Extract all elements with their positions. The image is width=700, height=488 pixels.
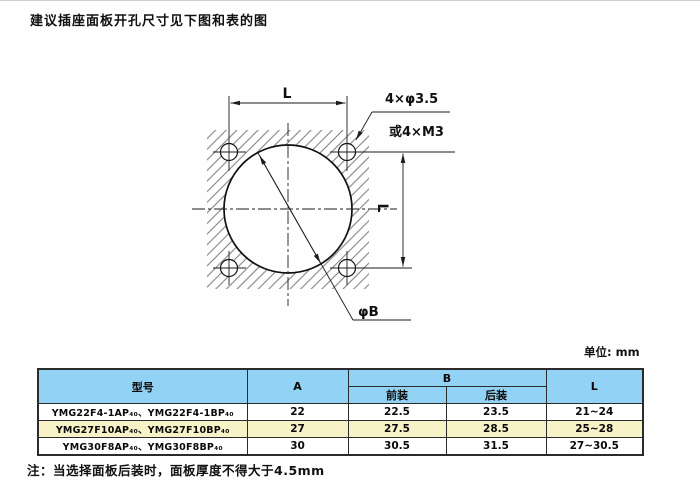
- mounting-hole: [219, 142, 239, 162]
- table-row: YMG27F10AP₄₀、YMG27F10BP₄₀ 27 27.5 28.5 2…: [37, 420, 644, 438]
- dim-top-label: L: [283, 86, 292, 102]
- col-header-front-mount: 前装: [347, 386, 447, 404]
- unit-label: 单位: mm: [584, 345, 640, 359]
- rear-cell: 23.5: [445, 403, 547, 421]
- table-header: 型号 A B L 前装 后装: [37, 368, 644, 404]
- front-cell: 22.5: [347, 403, 447, 421]
- holes-diameter-label: 4×φ3.5: [385, 92, 438, 107]
- page-title: 建议插座面板开孔尺寸见下图和表的图: [30, 14, 269, 29]
- model-cell: YMG27F10AP₄₀、YMG27F10BP₄₀: [37, 420, 248, 438]
- a-cell: 30: [246, 437, 349, 456]
- cutout-circle: [223, 144, 353, 274]
- dim-right-label: L: [374, 204, 390, 213]
- panel-hatch-area: [207, 130, 369, 289]
- header-row-main: 型号 A B L: [37, 368, 644, 404]
- mounting-holes: [219, 142, 357, 278]
- col-header-b: B: [347, 368, 547, 387]
- mounting-hole: [337, 142, 357, 162]
- mounting-hole: [337, 258, 357, 278]
- l-cell: 21~24: [545, 403, 644, 421]
- a-cell: 22: [246, 403, 349, 421]
- front-cell: 30.5: [347, 437, 447, 456]
- footnote: 注：当选择面板后装时，面板厚度不得大于4.5mm: [27, 463, 325, 478]
- header-row-sub: 前装 后装: [38, 386, 643, 404]
- cutout-diameter-label: φB: [358, 304, 379, 320]
- dimension-lines: [230, 100, 450, 321]
- table-row: YMG30F8AP₄₀、YMG30F8BP₄₀ 30 30.5 31.5 27~…: [37, 437, 644, 456]
- col-header-model: 型号: [37, 368, 248, 404]
- rear-cell: 28.5: [445, 420, 547, 438]
- front-cell: 27.5: [347, 420, 447, 438]
- extension-lines: [213, 96, 455, 285]
- model-cell: YMG30F8AP₄₀、YMG30F8BP₄₀: [37, 437, 248, 456]
- model-cell: YMG22F4-1AP₄₀、YMG22F4-1BP₄₀: [37, 403, 248, 421]
- a-cell: 27: [246, 420, 349, 438]
- l-cell: 27~30.5: [545, 437, 644, 456]
- table-row: YMG22F4-1AP₄₀、YMG22F4-1BP₄₀ 22 22.5 23.5…: [37, 403, 644, 421]
- dimension-table: 型号 A B L 前装 后装 YMG22F4-1AP₄₀、YMG22F4-1BP…: [37, 368, 644, 456]
- l-cell: 25~28: [545, 420, 644, 438]
- centerlines: [192, 123, 397, 306]
- mounting-hole: [219, 258, 239, 278]
- col-header-rear-mount: 后装: [445, 386, 547, 404]
- rear-cell: 31.5: [445, 437, 547, 456]
- holes-thread-alt-label: 或4×M3: [389, 124, 444, 140]
- col-header-l: L: [545, 368, 644, 404]
- col-header-a: A: [246, 368, 349, 404]
